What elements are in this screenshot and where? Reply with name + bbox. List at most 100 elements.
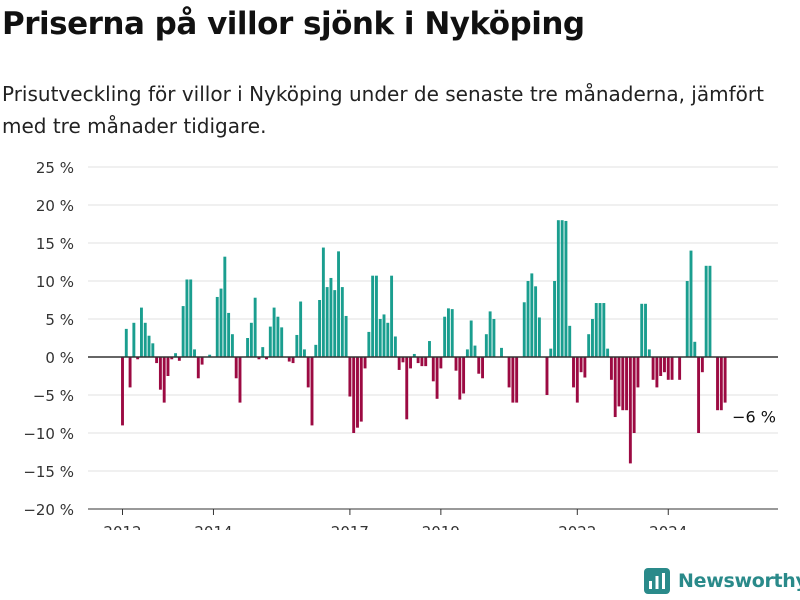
data-bar xyxy=(382,314,386,357)
data-bar xyxy=(337,251,340,357)
data-bar xyxy=(439,357,443,369)
x-tick-label: 2024 xyxy=(649,523,687,530)
data-bar xyxy=(227,312,231,357)
data-bar xyxy=(670,357,674,380)
data-bar xyxy=(443,316,447,357)
data-bar xyxy=(591,319,594,357)
data-bar xyxy=(617,357,621,407)
data-bar xyxy=(151,343,155,357)
data-bar xyxy=(651,357,655,380)
data-bar xyxy=(253,297,257,357)
data-bar xyxy=(700,357,704,373)
data-bar xyxy=(136,357,140,360)
data-bar xyxy=(276,316,280,357)
data-bar xyxy=(128,357,132,388)
data-bar xyxy=(636,357,640,388)
data-bar xyxy=(621,357,625,411)
data-bar xyxy=(602,303,606,357)
data-bar xyxy=(515,357,519,403)
x-tick-label: 2019 xyxy=(422,523,460,530)
data-bar xyxy=(344,315,348,357)
data-bar xyxy=(640,303,644,357)
data-bar xyxy=(261,347,265,357)
y-tick-label: 15 % xyxy=(36,235,74,253)
data-bar xyxy=(492,319,496,357)
data-bar xyxy=(697,357,701,433)
data-bar xyxy=(678,357,682,380)
data-bar xyxy=(522,302,526,357)
data-bar xyxy=(594,303,598,357)
data-bar xyxy=(416,357,420,364)
brand-logo: Newsworthy xyxy=(644,568,800,594)
brand-name: Newsworthy xyxy=(678,570,800,592)
data-bar xyxy=(537,317,541,357)
data-bar xyxy=(704,265,708,357)
data-bar xyxy=(462,357,466,394)
data-bar xyxy=(488,311,492,357)
data-bar xyxy=(405,357,409,420)
data-bar xyxy=(158,357,162,390)
data-bar xyxy=(716,357,719,411)
data-bar xyxy=(170,357,174,360)
data-bar xyxy=(185,279,189,357)
data-bar xyxy=(177,357,181,361)
data-bar xyxy=(325,287,329,357)
y-tick-label: −5 % xyxy=(33,387,74,405)
x-tick-label: 2022 xyxy=(558,523,596,530)
data-bar xyxy=(174,353,178,357)
data-bar xyxy=(560,220,564,357)
data-bar xyxy=(333,290,337,357)
y-tick-label: 25 % xyxy=(36,159,74,177)
data-bar xyxy=(223,256,227,357)
data-bar xyxy=(249,322,253,357)
data-bar xyxy=(469,320,473,357)
data-bar xyxy=(420,357,424,367)
data-bar xyxy=(659,357,663,376)
data-bar xyxy=(568,325,572,357)
data-bar xyxy=(719,357,723,411)
data-bar xyxy=(363,357,367,369)
data-bar xyxy=(647,349,651,357)
data-bar xyxy=(556,220,560,357)
chart-subtitle: Prisutveckling för villor i Nyköping und… xyxy=(2,82,764,138)
page-title: Priserna på villor sjönk i Nyköping xyxy=(2,6,585,42)
y-tick-label: 0 % xyxy=(45,349,74,367)
data-bar xyxy=(526,281,530,357)
data-bar xyxy=(230,334,234,357)
data-bar xyxy=(181,306,185,357)
data-bar xyxy=(340,287,344,357)
data-bar xyxy=(473,345,477,357)
data-bar xyxy=(147,335,151,357)
data-bar xyxy=(428,341,431,357)
data-bar xyxy=(390,275,394,357)
data-bar xyxy=(166,357,170,376)
data-bar xyxy=(435,357,439,399)
data-bar xyxy=(412,353,416,357)
data-bar xyxy=(299,301,303,357)
x-tick-label: 2017 xyxy=(331,523,369,530)
data-bar xyxy=(132,322,136,357)
x-tick-label: 2014 xyxy=(194,523,232,530)
data-bar xyxy=(424,357,428,367)
data-bar xyxy=(246,338,250,357)
data-bar xyxy=(598,303,602,357)
data-bar xyxy=(477,357,481,374)
data-bar xyxy=(507,357,511,388)
data-bar xyxy=(359,357,363,422)
data-bar xyxy=(238,357,242,403)
data-bar xyxy=(329,277,333,357)
y-tick-label: 5 % xyxy=(45,311,74,329)
data-bar xyxy=(348,357,352,397)
data-bar xyxy=(644,303,647,357)
data-bar xyxy=(693,341,697,357)
data-bar xyxy=(215,296,219,357)
y-tick-label: 10 % xyxy=(36,273,74,291)
data-bar xyxy=(500,347,503,357)
data-bar xyxy=(708,265,712,357)
data-bar xyxy=(234,357,238,379)
data-bar xyxy=(367,331,371,357)
y-tick-label: −15 % xyxy=(23,463,74,481)
data-bar xyxy=(189,279,193,357)
data-bar xyxy=(632,357,636,433)
data-bar xyxy=(356,357,359,428)
